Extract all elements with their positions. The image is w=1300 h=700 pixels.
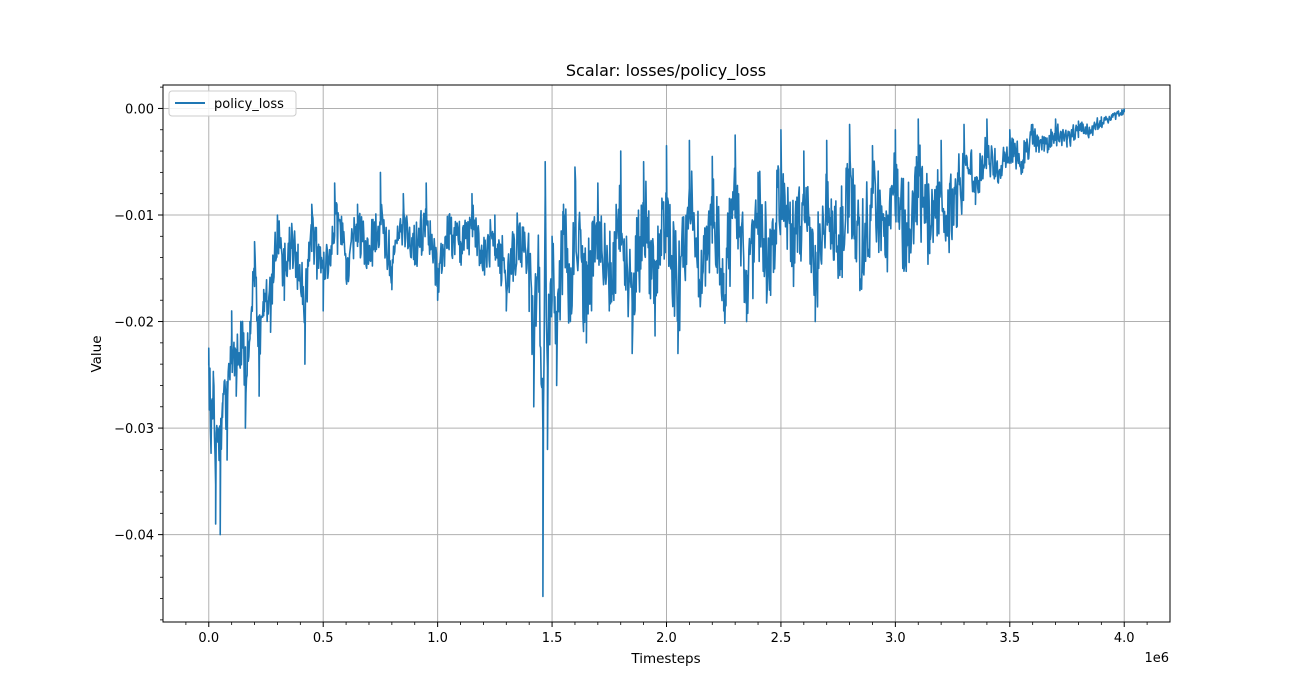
x-tick-label: 1.0 — [427, 631, 448, 646]
x-tick-label: 0.5 — [313, 631, 334, 646]
series-layer — [207, 108, 1126, 598]
x-tick-label: 2.5 — [771, 631, 792, 646]
legend-box — [168, 90, 297, 117]
x-tick-label: 4.0 — [1114, 631, 1135, 646]
y-axis-label: Value — [89, 335, 105, 372]
legend: policy_loss — [168, 90, 297, 117]
series-line-policy_loss — [207, 108, 1126, 598]
x-axis: 0.0 0.5 1.0 1.5 2.0 2.5 3.0 3.5 4.0 — [185, 622, 1148, 646]
y-tick-label: −0.03 — [114, 422, 154, 437]
y-tick-label: −0.02 — [114, 316, 154, 331]
y-tick-label: 0.00 — [125, 102, 154, 117]
x-tick-label: 3.5 — [999, 631, 1020, 646]
x-tick-label: 2.0 — [656, 631, 677, 646]
legend-label: policy_loss — [214, 97, 284, 112]
x-tick-label: 1.5 — [542, 631, 563, 646]
y-tick-label: −0.01 — [114, 209, 154, 224]
chart-title: Scalar: losses/policy_loss — [566, 61, 766, 81]
y-tick-label: −0.04 — [114, 529, 154, 544]
x-tick-label: 0.0 — [198, 631, 219, 646]
x-axis-offset-label: 1e6 — [1144, 651, 1169, 666]
x-tick-label: 3.0 — [885, 631, 906, 646]
y-axis: 0.00 −0.01 −0.02 −0.03 −0.04 — [114, 86, 163, 621]
x-axis-label: Timesteps — [630, 651, 700, 667]
